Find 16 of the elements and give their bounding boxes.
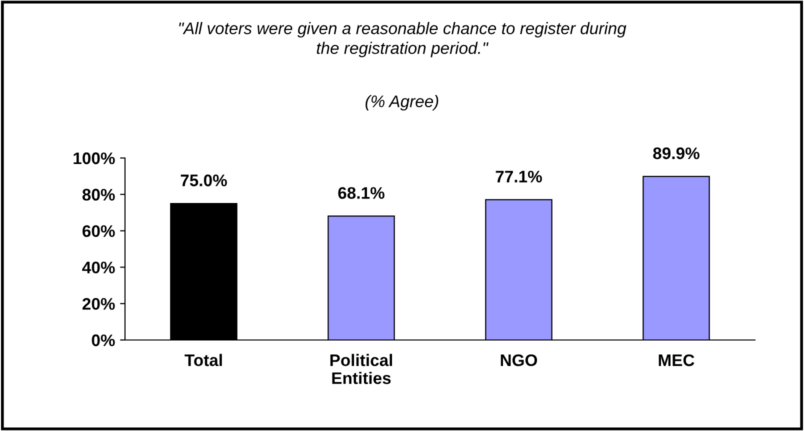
y-tick-label: 40% xyxy=(82,262,115,274)
y-tick-label: 60% xyxy=(82,225,115,238)
y-tick-label: 0% xyxy=(92,334,115,346)
x-tick-label: NGO xyxy=(500,354,538,366)
data-label: 89.9% xyxy=(653,147,700,160)
x-tick-label: MEC xyxy=(658,354,694,366)
data-label: 77.1% xyxy=(496,170,542,182)
chart-subtitle: (% Agree) xyxy=(366,95,438,111)
chart-title: "All voters were given a reasonable chance to register during the registration period." xyxy=(179,22,626,58)
x-tick-label: Political Entities xyxy=(330,354,392,384)
y-tick-label: 100% xyxy=(74,152,115,164)
data-label: 68.1% xyxy=(338,187,384,199)
y-tick-label: 20% xyxy=(82,298,115,310)
x-tick-label: Total xyxy=(184,354,222,366)
y-tick-label: 80% xyxy=(82,188,115,201)
data-label: 75.0% xyxy=(180,174,227,186)
